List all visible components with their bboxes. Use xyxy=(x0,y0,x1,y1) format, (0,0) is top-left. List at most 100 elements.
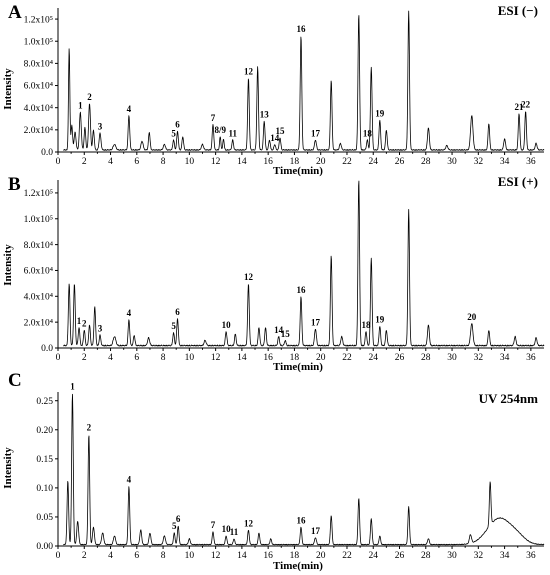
x-tick-label: 26 xyxy=(395,157,405,167)
peak-label: 6 xyxy=(176,514,181,524)
x-tick-label: 12 xyxy=(211,157,221,167)
x-tick-label: 10 xyxy=(185,157,195,167)
y-axis-title: Intensity xyxy=(2,447,14,489)
peak-label: 14 xyxy=(270,133,280,143)
x-tick-label: 30 xyxy=(447,551,457,561)
x-tick-label: 12 xyxy=(211,353,221,363)
y-tick-label: 0.25 xyxy=(36,397,53,407)
x-tick-label: 28 xyxy=(421,353,431,363)
x-tick-label: 24 xyxy=(368,157,378,167)
y-tick-label: 0.0 xyxy=(41,148,53,158)
x-tick-label: 8 xyxy=(161,353,166,363)
y-tick-label: 2.0x10⁴ xyxy=(24,126,54,136)
peak-label: 16 xyxy=(297,285,307,295)
panel-a: A ESI (−) Intensity Time(min) 0 2 4 6 8 10 12 1… xyxy=(2,2,545,177)
x-tick-label: 10 xyxy=(185,353,195,363)
peak-label: 6 xyxy=(175,120,180,130)
peak-label: 17 xyxy=(311,128,321,138)
panel-c: C UV 254nm Intensity Time(min) 0 2 4 6 8 10 12… xyxy=(2,370,545,572)
chromatogram-trace xyxy=(63,10,545,151)
x-tick-label: 10 xyxy=(185,551,195,561)
x-tick-label: 32 xyxy=(474,551,484,561)
peak-label: 15 xyxy=(275,126,285,136)
x-tick-label: 12 xyxy=(211,551,221,561)
x-axis-title: Time(min) xyxy=(273,560,323,572)
y-tick-label: 4.0x10⁴ xyxy=(24,293,54,303)
peak-label: 4 xyxy=(127,104,132,114)
chromatogram-trace xyxy=(63,180,545,347)
y-tick-label: 2.0x10⁴ xyxy=(24,318,54,328)
peak-label: 1 xyxy=(70,382,75,392)
x-tick-label: 30 xyxy=(447,353,457,363)
peak-label: 4 xyxy=(127,475,132,485)
x-tick-label: 32 xyxy=(474,353,484,363)
peak-label: 16 xyxy=(297,24,307,34)
x-tick-label: 34 xyxy=(500,551,510,561)
peak-label: 8/9 xyxy=(214,125,226,135)
x-tick-label: 34 xyxy=(500,157,510,167)
y-tick-label: 0.10 xyxy=(36,484,53,494)
x-tick-label: 6 xyxy=(134,353,139,363)
x-tick-label: 2 xyxy=(82,353,87,363)
x-tick-label: 16 xyxy=(263,353,273,363)
y-tick-label: 8.0x10⁴ xyxy=(24,60,54,70)
x-tick-label: 2 xyxy=(82,157,87,167)
peak-label: 1 xyxy=(78,101,83,111)
x-tick-label: 6 xyxy=(134,157,139,167)
x-tick-label: 16 xyxy=(263,551,273,561)
y-tick-label: 0.00 xyxy=(36,542,53,552)
x-tick-label: 14 xyxy=(237,353,247,363)
y-axis-title: Intensity xyxy=(2,68,14,110)
peak-label: 7 xyxy=(211,520,216,530)
y-tick-label: 1.0x10⁵ xyxy=(24,215,53,225)
x-tick-label: 26 xyxy=(395,353,405,363)
peak-label: 17 xyxy=(311,526,321,536)
x-tick-label: 20 xyxy=(316,353,326,363)
y-axis-title: Intensity xyxy=(2,244,14,286)
x-tick-label: 28 xyxy=(421,157,431,167)
peak-label: 21 xyxy=(515,102,525,112)
ionization-mode-label: ESI (+) xyxy=(498,174,538,189)
x-tick-label: 24 xyxy=(368,353,378,363)
peak-label: 13 xyxy=(260,110,270,120)
panel-b: B ESI (+) Intensity Time(min) 0 2 4 6 8 10 12 1… xyxy=(2,174,545,373)
x-tick-label: 4 xyxy=(108,551,113,561)
x-tick-label: 8 xyxy=(161,551,166,561)
x-tick-label: 18 xyxy=(290,353,300,363)
peak-label: 18 xyxy=(362,320,372,330)
peak-label: 12 xyxy=(244,66,254,76)
y-tick-label: 6.0x10⁴ xyxy=(24,82,54,92)
x-tick-label: 28 xyxy=(421,551,431,561)
x-tick-label: 36 xyxy=(526,551,536,561)
y-tick-label: 0.20 xyxy=(36,426,53,436)
x-tick-label: 18 xyxy=(290,551,300,561)
peak-label: 10 xyxy=(222,320,232,330)
peak-label: 3 xyxy=(98,324,103,334)
x-tick-label: 4 xyxy=(108,353,113,363)
y-tick-label: 0.0 xyxy=(41,344,53,354)
x-tick-label: 6 xyxy=(134,551,139,561)
peak-label: 5 xyxy=(171,128,176,138)
x-tick-label: 16 xyxy=(263,157,273,167)
peak-label: 2 xyxy=(82,319,87,329)
peak-label: 5 xyxy=(171,321,176,331)
x-tick-label: 8 xyxy=(161,157,166,167)
peak-label: 16 xyxy=(297,515,307,525)
y-tick-label: 0.15 xyxy=(36,455,53,465)
x-tick-label: 2 xyxy=(82,551,87,561)
peak-label: 19 xyxy=(375,315,385,325)
x-tick-label: 20 xyxy=(316,551,326,561)
chromatogram-trace xyxy=(63,393,545,546)
x-tick-label: 22 xyxy=(342,551,352,561)
peak-label: 3 xyxy=(98,122,103,132)
x-tick-label: 14 xyxy=(237,157,247,167)
peak-label: 4 xyxy=(127,308,132,318)
x-tick-label: 22 xyxy=(342,353,352,363)
peak-label: 18 xyxy=(363,128,373,138)
x-tick-label: 34 xyxy=(500,353,510,363)
peak-label: 17 xyxy=(311,317,321,327)
peak-label: 5 xyxy=(172,521,177,531)
peak-label: 10 xyxy=(222,524,232,534)
x-tick-label: 4 xyxy=(108,157,113,167)
